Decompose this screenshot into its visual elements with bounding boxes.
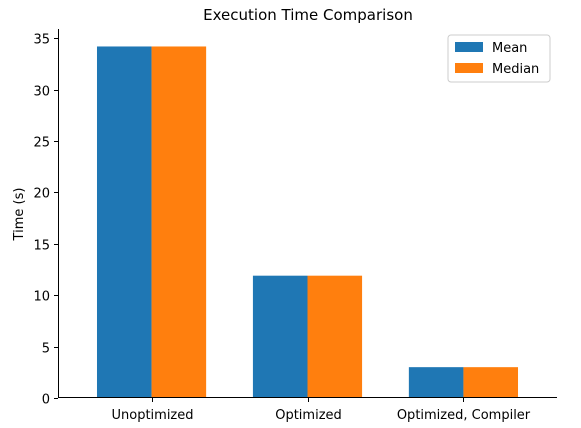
y-tick-label: 10 [33,290,50,305]
legend-swatch-median [455,63,483,73]
x-tick-label: Unoptimized [111,408,193,423]
y-tick-label: 20 [33,187,50,202]
legend: Mean Median [447,34,551,83]
bar-mean-0 [96,46,152,398]
bar-median-1 [307,275,363,398]
chart-title: Execution Time Comparison [203,6,413,24]
legend-swatch-mean [455,42,483,52]
y-tick-label: 30 [33,85,50,100]
y-tick-label: 35 [33,33,50,48]
bar-median-0 [151,46,207,398]
x-ticks: Unoptimized Optimized Optimized, Compiler [111,398,531,423]
y-tick-label: 5 [42,342,50,357]
bar-median-2 [463,367,519,398]
y-tick-label: 25 [33,136,50,151]
legend-label-mean: Mean [492,41,527,56]
y-axis-label: Time (s) [12,188,27,242]
y-tick-label: 0 [42,393,50,408]
x-tick-label: Optimized [275,408,342,423]
bar-mean-2 [408,367,464,398]
bar-mean-1 [252,275,308,398]
y-ticks: 0 5 10 15 20 25 30 35 [33,33,58,408]
legend-label-median: Median [492,62,539,77]
x-tick-label: Optimized, Compiler [397,408,531,423]
y-tick-label: 15 [33,239,50,254]
bars [96,46,519,398]
